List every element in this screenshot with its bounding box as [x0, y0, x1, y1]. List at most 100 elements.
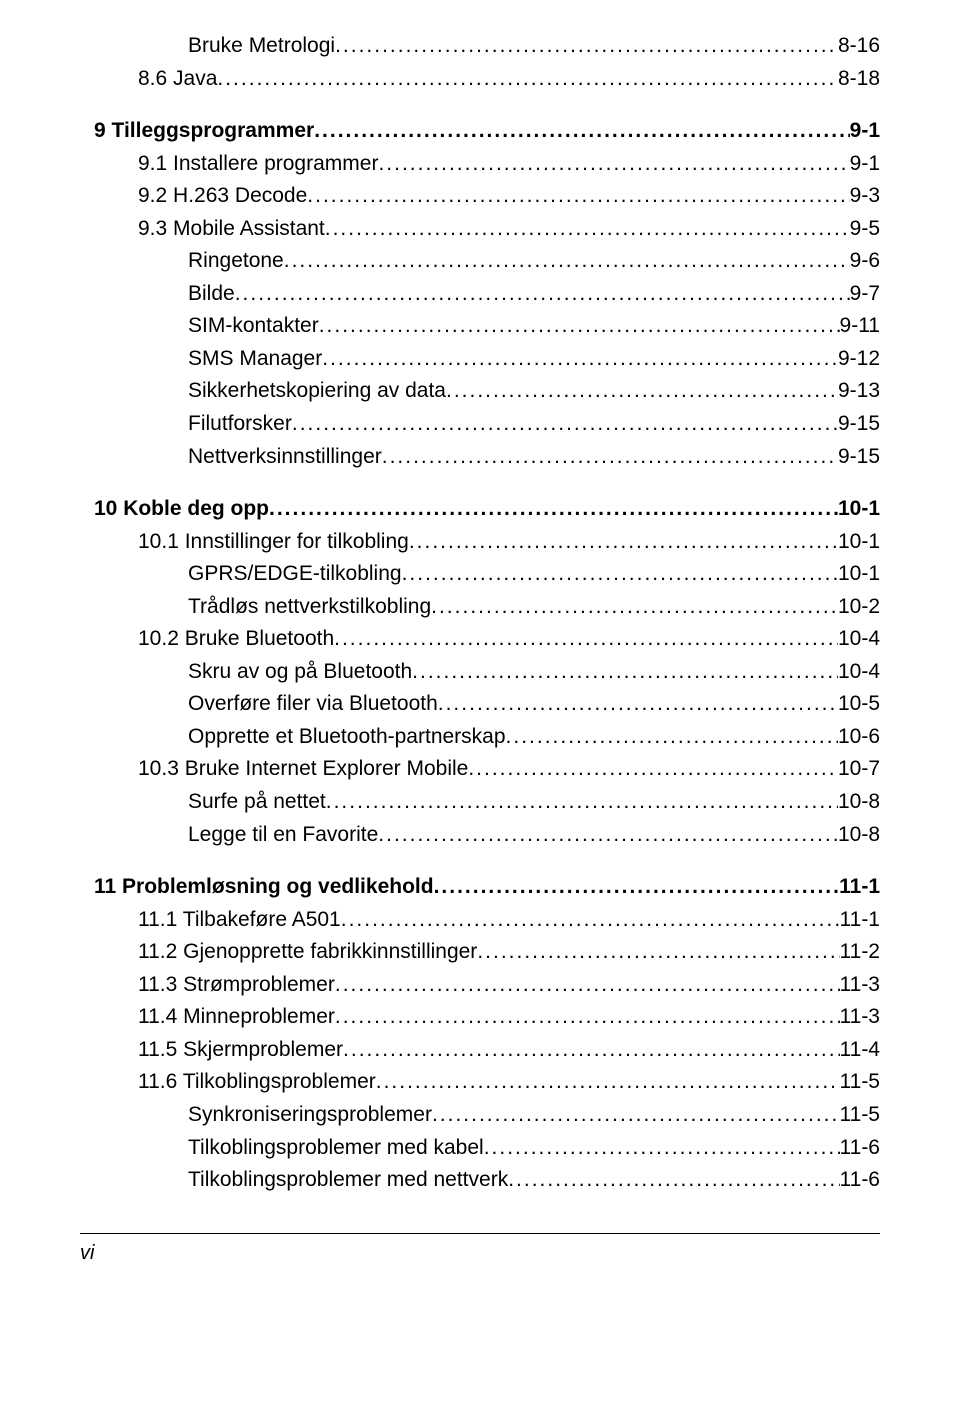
toc-entry-label: 9.3 Mobile Assistant: [138, 213, 325, 246]
toc-entry-page: 9-3: [850, 180, 880, 213]
toc-entry-label: Sikkerhetskopiering av data: [188, 375, 446, 408]
toc-entry-label: Trådløs nettverkstilkobling: [188, 591, 431, 624]
toc-entry: 11.4 Minneproblemer11-3: [80, 1001, 880, 1034]
toc-leader-dots: [269, 493, 838, 526]
toc-entry: Trådløs nettverkstilkobling 10-2: [80, 591, 880, 624]
toc-leader-dots: [235, 278, 850, 311]
toc-entry-label: 10.3 Bruke Internet Explorer Mobile: [138, 753, 468, 786]
toc-leader-dots: [484, 1132, 840, 1165]
toc-entry: Synkroniseringsproblemer11-5: [80, 1099, 880, 1132]
toc-entry: 8.6 Java 8-18: [80, 63, 880, 96]
toc-entry-label: 9.2 H.263 Decode: [138, 180, 307, 213]
toc-entry: SMS Manager9-12: [80, 343, 880, 376]
toc-entry-label: 9.1 Installere programmer: [138, 148, 378, 181]
toc-entry-page: 11-6: [840, 1132, 880, 1165]
toc-entry-label: 11.6 Tilkoblingsproblemer: [138, 1066, 376, 1099]
toc-entry: Opprette et Bluetooth-partnerskap 10-6: [80, 721, 880, 754]
toc-entry-label: Skru av og på Bluetooth: [188, 656, 412, 689]
toc-entry-page: 9-15: [838, 441, 880, 474]
toc-entry-label: 11.5 Skjermproblemer: [138, 1034, 343, 1067]
toc-entry: 10.2 Bruke Bluetooth 10-4: [80, 623, 880, 656]
toc-entry: Bilde9-7: [80, 278, 880, 311]
toc-entry-label: 10.1 Innstillinger for tilkobling: [138, 526, 409, 559]
toc-entry-label: 11.2 Gjenopprette fabrikkinnstillinger: [138, 936, 477, 969]
toc-leader-dots: [409, 526, 838, 559]
toc-entry-page: 10-8: [838, 819, 880, 852]
toc-entry: Surfe på nettet 10-8: [80, 786, 880, 819]
toc-leader-dots: [446, 375, 838, 408]
toc-entry-label: Legge til en Favorite: [188, 819, 378, 852]
toc-leader-dots: [292, 408, 838, 441]
toc-entry-page: 11-1: [839, 871, 880, 904]
toc-entry-label: Opprette et Bluetooth-partnerskap: [188, 721, 506, 754]
toc-entry: 9.3 Mobile Assistant 9-5: [80, 213, 880, 246]
toc-entry-page: 11-5: [840, 1066, 880, 1099]
toc-leader-dots: [402, 558, 838, 591]
toc-entry-page: 10-7: [838, 753, 880, 786]
toc-leader-dots: [314, 115, 849, 148]
toc-entry-page: 9-1: [850, 115, 880, 148]
toc-entry-page: 10-2: [838, 591, 880, 624]
toc-entry-label: Synkroniseringsproblemer: [188, 1099, 432, 1132]
toc-entry-page: 10-6: [838, 721, 880, 754]
toc-leader-dots: [378, 819, 838, 852]
toc-leader-dots: [376, 1066, 840, 1099]
toc-entry-page: 11-6: [840, 1164, 880, 1197]
toc-entry-page: 9-6: [850, 245, 880, 278]
toc-entry: Ringetone 9-6: [80, 245, 880, 278]
toc-entry-label: Surfe på nettet: [188, 786, 326, 819]
toc-leader-dots: [477, 936, 839, 969]
toc-entry-label: Ringetone: [188, 245, 284, 278]
toc-entry-label: 10 Koble deg opp: [94, 493, 269, 526]
toc-leader-dots: [341, 904, 840, 937]
toc-leader-dots: [335, 30, 838, 63]
toc-entry: 10 Koble deg opp10-1: [80, 493, 880, 526]
toc-entry-page: 9-12: [838, 343, 880, 376]
toc-entry: Sikkerhetskopiering av data 9-13: [80, 375, 880, 408]
toc-entry-page: 10-8: [838, 786, 880, 819]
toc-entry-label: Bruke Metrologi: [188, 30, 335, 63]
toc-leader-dots: [335, 969, 840, 1002]
toc-leader-dots: [322, 343, 838, 376]
toc-leader-dots: [431, 591, 838, 624]
toc-entry-page: 9-11: [840, 310, 880, 343]
toc-entry-label: Tilkoblingsproblemer med nettverk: [188, 1164, 508, 1197]
toc-entry: Tilkoblingsproblemer med kabel11-6: [80, 1132, 880, 1165]
toc-leader-dots: [438, 688, 838, 721]
toc-entry-page: 9-5: [850, 213, 880, 246]
toc-entry-page: 8-18: [838, 63, 880, 96]
toc-entry-page: 10-4: [838, 656, 880, 689]
toc-entry-page: 8-16: [838, 30, 880, 63]
toc-leader-dots: [412, 656, 838, 689]
toc-leader-dots: [434, 871, 840, 904]
toc-leader-dots: [335, 1001, 840, 1034]
toc-entry-label: GPRS/EDGE-tilkobling: [188, 558, 402, 591]
toc-leader-dots: [326, 786, 838, 819]
toc-leader-dots: [307, 180, 849, 213]
toc-entry: Bruke Metrologi 8-16: [80, 30, 880, 63]
toc-entry: 11.5 Skjermproblemer11-4: [80, 1034, 880, 1067]
toc-entry: GPRS/EDGE-tilkobling10-1: [80, 558, 880, 591]
toc-entry-label: 10.2 Bruke Bluetooth: [138, 623, 334, 656]
toc-leader-dots: [334, 623, 838, 656]
toc-entry-page: 9-15: [838, 408, 880, 441]
toc-entry: Overføre filer via Bluetooth10-5: [80, 688, 880, 721]
page-footer: vi: [80, 1233, 880, 1265]
toc-entry-label: 11.1 Tilbakeføre A501: [138, 904, 341, 937]
toc-entry-page: 10-1: [838, 526, 880, 559]
toc-entry: 11.1 Tilbakeføre A501 11-1: [80, 904, 880, 937]
toc-entry-label: Bilde: [188, 278, 235, 311]
toc-entry-label: Overføre filer via Bluetooth: [188, 688, 438, 721]
toc-list: Bruke Metrologi8-168.6 Java8-189 Tillegg…: [80, 30, 880, 1197]
toc-leader-dots: [325, 213, 850, 246]
toc-entry: Nettverksinnstillinger9-15: [80, 441, 880, 474]
toc-entry: 9.1 Installere programmer9-1: [80, 148, 880, 181]
toc-entry-page: 10-4: [838, 623, 880, 656]
section-gap: [80, 851, 880, 871]
toc-leader-dots: [378, 148, 849, 181]
toc-leader-dots: [508, 1164, 839, 1197]
toc-entry-page: 9-13: [838, 375, 880, 408]
toc-entry-page: 11-1: [840, 904, 880, 937]
toc-entry-page: 11-3: [840, 1001, 880, 1034]
toc-entry-label: 8.6 Java: [138, 63, 217, 96]
